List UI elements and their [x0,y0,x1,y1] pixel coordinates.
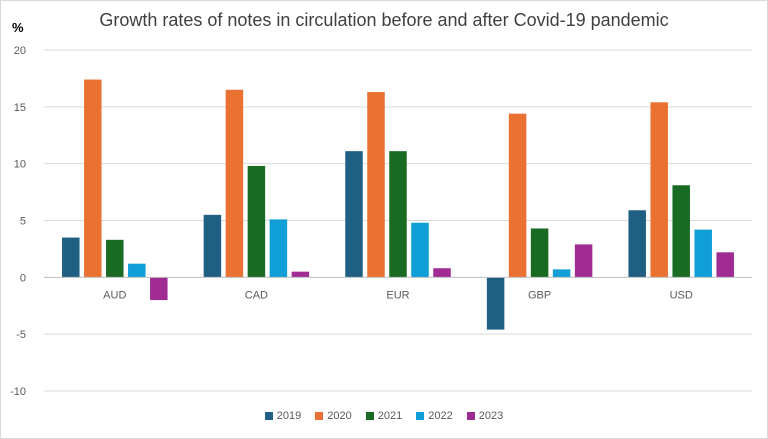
bar-eur-2023 [433,268,451,278]
bar-cad-2021 [247,165,266,278]
legend-label: 2022 [428,410,453,422]
category-label-gbp: GBP [528,289,551,301]
bar-gbp-2019 [486,277,505,330]
bar-eur-2020 [367,92,385,278]
bar-eur-2019 [345,151,363,278]
bar-cad-2023 [291,271,310,278]
legend-label: 2023 [478,410,504,422]
category-label-cad: CAD [245,289,268,301]
legend-swatch [264,412,273,420]
legend-item-2021: 2021 [365,410,403,422]
bar-gbp-2023 [574,244,593,278]
bar-usd-2020 [650,102,668,278]
bar-gbp-2021 [530,228,549,278]
y-tick-label: 5 [20,216,26,228]
bar-aud-2021 [106,239,124,278]
y-axis-ticks: 20 15 10 5 0 -5 -10 [10,45,26,398]
bar-aud-2022 [128,263,146,278]
category-labels: AUD CAD EUR GBP USD [103,289,693,301]
bar-cad-2022 [269,219,288,278]
legend-swatch [466,412,475,420]
bars [62,79,734,330]
bar-cad-2020 [225,89,244,278]
y-axis-unit-label: % [12,20,24,35]
legend-label: 2020 [327,410,352,422]
legend-item-2023: 2023 [466,410,504,422]
y-tick-label: 0 [20,272,26,284]
bar-usd-2023 [716,252,734,278]
bar-usd-2019 [628,210,646,278]
chart-title: Growth rates of notes in circulation bef… [99,10,669,30]
bar-aud-2023 [150,277,168,301]
y-tick-label: -10 [10,386,26,398]
legend-swatch [416,412,425,420]
y-tick-label: 15 [14,102,26,114]
bar-gbp-2022 [552,269,571,278]
legend-swatch [315,412,324,420]
legend-item-2019: 2019 [264,410,302,422]
bar-aud-2019 [62,237,80,278]
bar-eur-2021 [389,151,407,278]
category-label-aud: AUD [103,289,126,301]
y-tick-label: -5 [16,329,26,341]
bar-cad-2019 [203,214,222,278]
legend-label: 2021 [377,410,403,422]
legend-item-2020: 2020 [315,410,352,422]
bar-aud-2020 [84,79,102,278]
bar-usd-2022 [694,229,712,278]
bar-eur-2022 [411,222,429,278]
y-tick-label: 10 [14,159,26,171]
legend-label: 2019 [276,410,302,422]
category-label-usd: USD [670,289,693,301]
bar-usd-2021 [672,185,690,278]
legend-swatch [365,412,374,420]
bar-gbp-2020 [508,113,527,278]
legend: 2019 2020 2021 2022 2023 [0,410,768,422]
category-label-eur: EUR [386,289,409,301]
legend-item-2022: 2022 [416,410,453,422]
y-tick-label: 20 [14,45,26,57]
